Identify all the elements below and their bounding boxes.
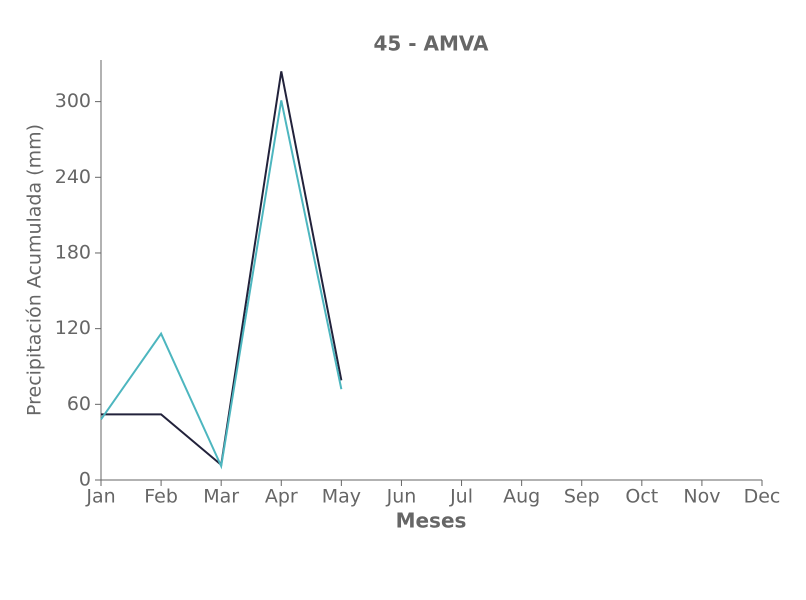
x-axis-label: Meses: [396, 509, 467, 533]
x-tick-label: Aug: [503, 486, 540, 508]
x-tick-label: May: [322, 486, 361, 508]
x-tick-label: Feb: [144, 486, 178, 508]
y-tick-label: 180: [55, 241, 91, 263]
line-series: [100, 100, 343, 470]
x-tick-label: Jan: [85, 486, 115, 508]
x-tick-label: Sep: [564, 486, 600, 508]
y-tick-label: 300: [55, 90, 91, 112]
y-tick-label: 120: [55, 317, 91, 339]
line-series: [101, 71, 343, 467]
x-tick-label: Apr: [265, 486, 298, 508]
x-tick-label: Mar: [203, 486, 239, 508]
x-tick-label: Jun: [386, 486, 417, 508]
y-axis-label: Precipitación Acumulada (mm): [24, 124, 46, 416]
chart-title: 45 - AMVA: [373, 32, 489, 56]
y-tick-label: 0: [79, 469, 91, 491]
x-tick-label: Dec: [744, 486, 781, 508]
y-tick-label: 240: [55, 166, 91, 188]
y-tick-label: 60: [67, 393, 91, 415]
x-tick-label: Jul: [449, 486, 473, 508]
x-tick-label: Nov: [683, 486, 720, 508]
x-tick-label: Oct: [625, 486, 658, 508]
